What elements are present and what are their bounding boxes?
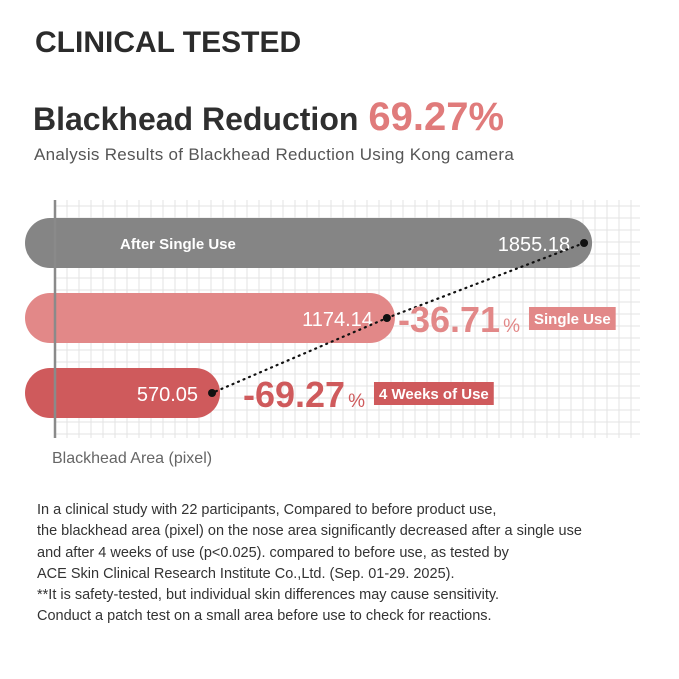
chart-subtitle: Analysis Results of Blackhead Reduction … — [34, 145, 515, 164]
change-unit: % — [348, 391, 365, 412]
bar — [25, 218, 593, 268]
note-line: the blackhead area (pixel) on the nose a… — [37, 523, 582, 540]
note-line: Conduct a patch test on a small area bef… — [37, 608, 492, 625]
headline-text: Blackhead Reduction — [33, 101, 359, 137]
headline: Blackhead Reduction 69.27% — [33, 93, 504, 150]
page-heading: CLINICAL TESTED — [35, 26, 302, 59]
bar-end-marker — [208, 389, 217, 397]
note-line: and after 4 weeks of use (p<0.025). comp… — [37, 544, 509, 561]
change-badge — [373, 382, 494, 405]
bar-value-label: 1174.14 — [302, 309, 373, 331]
bar-value-label: 1855.18 — [498, 234, 570, 256]
headline-percentage: 69.27% — [368, 95, 505, 139]
note-line: ACE Skin Clinical Research Institute Co.… — [37, 565, 455, 582]
change-badge-label: 4 Weeks of Use — [379, 386, 489, 403]
change-unit: % — [503, 316, 520, 337]
x-axis-label: Blackhead Area (pixel) — [52, 450, 213, 467]
bar-category-label: After Single Use — [120, 236, 236, 253]
change-value: -69.27 — [243, 374, 345, 415]
bar-end-marker — [382, 314, 391, 322]
bar — [25, 293, 395, 343]
note-line: **It is safety-tested, but individual sk… — [37, 587, 500, 604]
bar-value-label: 570.05 — [137, 384, 198, 406]
bar-end-marker — [580, 239, 589, 247]
bar — [25, 368, 221, 418]
note-line: In a clinical study with 22 participants… — [37, 502, 497, 518]
change-badge — [528, 307, 616, 330]
change-value: -36.71 — [398, 299, 500, 340]
change-badge-label: Single Use — [534, 311, 611, 328]
study-notes: In a clinical study with 22 participants… — [37, 500, 657, 628]
